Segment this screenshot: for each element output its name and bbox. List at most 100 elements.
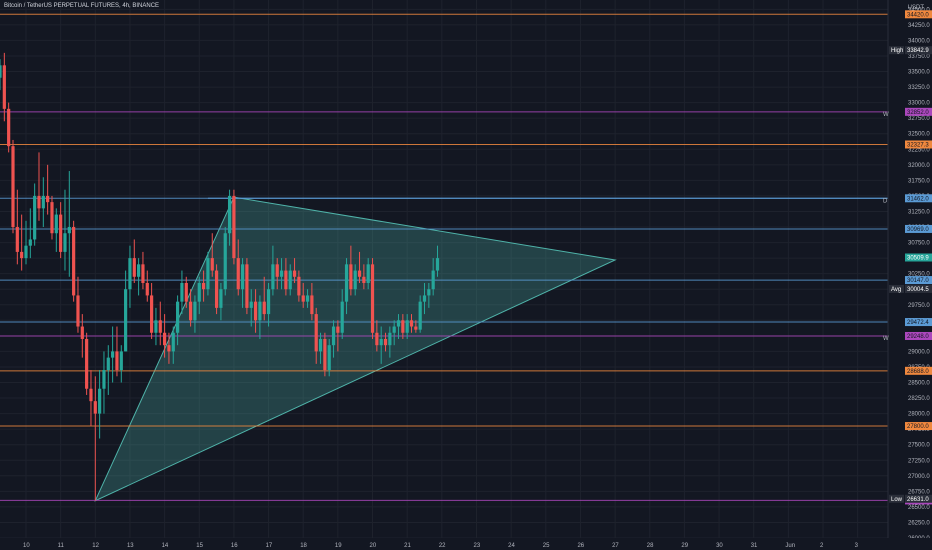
candle-body[interactable] [258, 301, 262, 321]
candle-body[interactable] [305, 295, 310, 302]
candle-body[interactable] [89, 388, 93, 402]
candle-body[interactable] [46, 195, 50, 203]
candle-body[interactable] [405, 320, 409, 333]
candle-body[interactable] [414, 326, 418, 330]
candle-body[interactable] [370, 264, 375, 333]
candle-body[interactable] [431, 270, 435, 290]
candle-body[interactable] [115, 351, 119, 371]
candle-body[interactable] [150, 295, 154, 333]
candle-body[interactable] [288, 270, 292, 290]
candle-body[interactable] [210, 258, 214, 271]
candle-body[interactable] [310, 295, 314, 315]
candle-body[interactable] [80, 326, 84, 339]
candle-body[interactable] [59, 214, 63, 252]
candle-body[interactable] [119, 351, 123, 371]
candle-body[interactable] [318, 338, 323, 352]
candle-body[interactable] [435, 258, 440, 271]
candle-body[interactable] [375, 332, 379, 346]
candle-body[interactable] [111, 351, 115, 358]
candle-body[interactable] [102, 370, 106, 389]
candle-body[interactable] [409, 320, 414, 327]
candle-body[interactable] [7, 108, 11, 147]
candle-body[interactable] [214, 270, 219, 308]
candle-body[interactable] [176, 301, 180, 333]
candle-body[interactable] [63, 233, 67, 252]
candle-body[interactable] [223, 233, 227, 290]
candle-body[interactable] [284, 270, 288, 290]
candle-body[interactable] [245, 264, 249, 308]
candle-body[interactable] [72, 227, 76, 296]
candle-body[interactable] [301, 295, 305, 302]
candle-body[interactable] [15, 227, 19, 252]
candle-body[interactable] [379, 338, 383, 346]
candle-body[interactable] [422, 295, 427, 302]
candle-body[interactable] [396, 320, 401, 327]
candle-body[interactable] [154, 320, 158, 333]
candle-body[interactable] [388, 332, 392, 346]
candle-body[interactable] [383, 338, 388, 346]
candle-body[interactable] [357, 270, 362, 277]
candle-body[interactable] [197, 282, 201, 302]
candle-body[interactable] [184, 282, 188, 302]
candle-body[interactable] [132, 258, 136, 277]
candle-body[interactable] [24, 245, 28, 259]
candle-body[interactable] [37, 195, 41, 209]
candle-body[interactable] [0, 65, 2, 78]
candle-body[interactable] [193, 301, 197, 321]
candle-body[interactable] [188, 301, 193, 321]
candle-body[interactable] [271, 264, 275, 290]
candle-body[interactable] [67, 227, 71, 234]
candle-body[interactable] [427, 289, 431, 296]
candle-body[interactable] [76, 295, 80, 327]
candle-body[interactable] [275, 264, 279, 277]
candle-body[interactable] [362, 276, 366, 283]
candle-body[interactable] [366, 264, 370, 283]
candle-body[interactable] [297, 276, 301, 296]
candle-body[interactable] [401, 320, 405, 333]
candle-body[interactable] [232, 195, 236, 259]
candle-body[interactable] [253, 301, 258, 321]
candle-body[interactable] [266, 289, 271, 315]
candle-body[interactable] [340, 301, 344, 333]
candle-body[interactable] [137, 264, 141, 277]
candle-body[interactable] [314, 314, 318, 352]
candle-body[interactable] [201, 282, 206, 290]
candle-body[interactable] [41, 195, 45, 209]
candle-body[interactable] [106, 357, 110, 371]
candle-body[interactable] [54, 214, 58, 234]
candle-body[interactable] [85, 338, 89, 389]
candle-body[interactable] [124, 289, 128, 352]
candle-body[interactable] [158, 320, 162, 333]
candle-body[interactable] [50, 202, 54, 234]
candle-body[interactable] [336, 326, 340, 333]
candle-body[interactable] [33, 195, 37, 240]
candle-body[interactable] [292, 270, 297, 277]
candle-body[interactable] [28, 239, 32, 246]
candle-body[interactable] [249, 301, 253, 308]
candle-body[interactable] [219, 289, 223, 308]
candle-body[interactable] [392, 326, 396, 333]
candle-body[interactable] [93, 401, 97, 414]
candle-body[interactable] [11, 146, 15, 228]
candle-body[interactable] [240, 264, 245, 290]
candle-body[interactable] [331, 326, 336, 346]
candle-body[interactable] [344, 264, 349, 302]
candle-body[interactable] [98, 388, 102, 414]
candle-body[interactable] [323, 338, 327, 371]
candle-body[interactable] [141, 264, 145, 283]
candle-body[interactable] [20, 251, 24, 259]
candle-body[interactable] [227, 195, 232, 234]
candle-body[interactable] [206, 258, 210, 290]
candle-body[interactable] [167, 345, 171, 352]
candle-body[interactable] [349, 264, 353, 290]
candle-body[interactable] [327, 345, 331, 371]
candle-body[interactable] [279, 270, 284, 277]
candle-body[interactable] [418, 301, 422, 330]
candle-body[interactable] [163, 332, 167, 346]
candle-body[interactable] [145, 282, 149, 296]
candle-body[interactable] [180, 282, 184, 302]
candle-body[interactable] [236, 258, 240, 290]
candle-body[interactable] [262, 301, 266, 315]
candle-body[interactable] [128, 258, 132, 290]
